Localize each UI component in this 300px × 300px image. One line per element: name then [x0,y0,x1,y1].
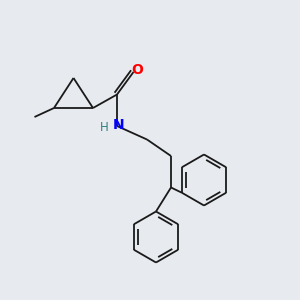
Text: H: H [100,121,109,134]
Text: O: O [131,64,143,77]
Text: N: N [113,118,124,132]
